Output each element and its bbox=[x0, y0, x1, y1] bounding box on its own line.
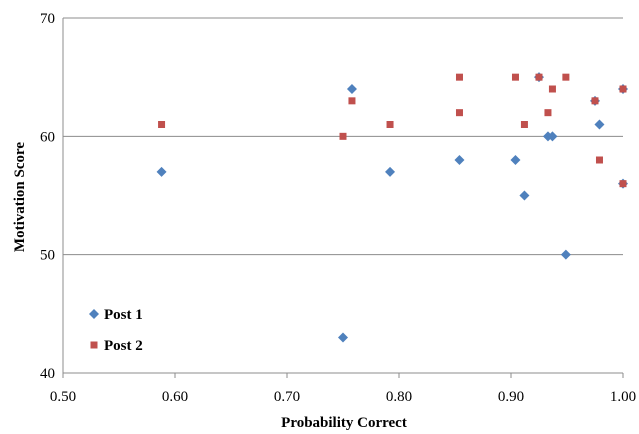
y-tick-label: 70 bbox=[40, 11, 55, 27]
y-tick-label: 50 bbox=[40, 248, 55, 264]
legend-label: Post 2 bbox=[104, 338, 143, 354]
legend-marker bbox=[90, 341, 98, 349]
point-post-2 bbox=[520, 121, 528, 128]
point-post-2 bbox=[619, 180, 627, 188]
point-post-1 bbox=[346, 84, 357, 94]
x-tick-label: 1.00 bbox=[610, 389, 636, 405]
point-post-1 bbox=[560, 249, 571, 260]
point-post-2 bbox=[455, 109, 463, 117]
point-post-2 bbox=[386, 121, 394, 128]
point-post-2 bbox=[619, 85, 627, 93]
y-axis-title: Motivation Score bbox=[12, 142, 28, 252]
x-tick-label: 0.90 bbox=[498, 389, 524, 405]
point-post-1 bbox=[156, 166, 167, 177]
x-axis-title: Probability Correct bbox=[281, 415, 407, 431]
x-tick-label: 0.80 bbox=[386, 389, 412, 405]
point-post-2 bbox=[348, 97, 356, 105]
data-points bbox=[156, 72, 628, 343]
point-post-2 bbox=[511, 73, 519, 81]
point-post-1 bbox=[338, 332, 348, 343]
x-tick-label: 0.70 bbox=[274, 389, 300, 405]
point-post-1 bbox=[594, 119, 605, 130]
point-post-1 bbox=[385, 166, 396, 177]
tick-labels: 40 50 60 70 0.50 0.60 0.70 0.80 0.90 1.00 bbox=[40, 11, 636, 405]
x-tick-label: 0.50 bbox=[50, 389, 76, 405]
legend-marker bbox=[89, 309, 99, 319]
point-post-1 bbox=[547, 131, 558, 142]
point-post-2 bbox=[158, 121, 166, 128]
point-post-2 bbox=[595, 156, 603, 164]
point-post-2 bbox=[535, 73, 543, 81]
point-post-2 bbox=[544, 109, 552, 117]
y-tick-label: 60 bbox=[40, 129, 55, 145]
point-post-1 bbox=[454, 155, 465, 165]
legend: Post 1 Post 2 bbox=[89, 307, 143, 354]
point-post-2 bbox=[548, 85, 556, 93]
point-post-2 bbox=[455, 73, 463, 81]
x-tick-label: 0.60 bbox=[162, 389, 188, 405]
point-post-2 bbox=[562, 73, 570, 81]
point-post-1 bbox=[519, 190, 530, 201]
legend-label: Post 1 bbox=[104, 307, 143, 323]
axes bbox=[62, 18, 624, 378]
point-post-2 bbox=[591, 97, 599, 105]
point-post-1 bbox=[510, 155, 521, 165]
y-tick-label: 40 bbox=[40, 366, 55, 382]
point-post-2 bbox=[339, 132, 347, 140]
